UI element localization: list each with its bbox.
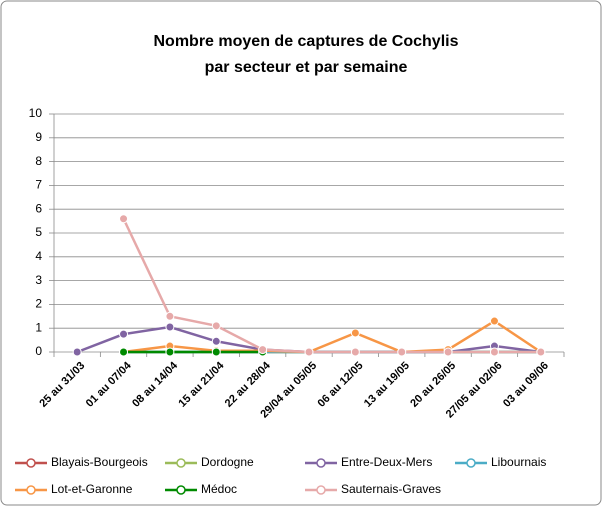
chart-title: Nombre moyen de captures de Cochylis <box>154 33 459 50</box>
data-point <box>119 329 129 339</box>
data-point <box>165 322 175 332</box>
legend-label: Lot-et-Garonne <box>51 482 133 496</box>
series-line <box>123 319 542 354</box>
legend-marker <box>176 458 186 468</box>
y-tick-label: 5 <box>35 225 42 239</box>
y-tick-label: 4 <box>35 249 42 263</box>
data-point <box>211 347 221 357</box>
data-point <box>489 347 499 357</box>
legend-label: Dordogne <box>201 455 254 469</box>
y-tick-label: 7 <box>35 178 42 192</box>
legend-label: Médoc <box>201 482 237 496</box>
data-point <box>536 347 546 357</box>
y-tick-label: 10 <box>29 106 43 120</box>
data-point <box>211 321 221 331</box>
data-point <box>489 316 499 326</box>
data-point <box>165 347 175 357</box>
series-line <box>122 218 541 354</box>
legend-marker <box>316 458 326 468</box>
legend-marker <box>466 458 476 468</box>
data-point <box>397 347 407 357</box>
data-point <box>304 347 314 357</box>
legend-label: Sauternais-Graves <box>341 482 441 496</box>
y-tick-label: 0 <box>35 344 42 358</box>
y-tick-label: 1 <box>35 320 42 334</box>
data-point <box>211 336 221 346</box>
data-point <box>72 347 82 357</box>
y-tick-label: 2 <box>35 297 42 311</box>
legend-marker <box>316 485 326 495</box>
legend-marker <box>26 458 36 468</box>
chart-title: par secteur et par semaine <box>205 59 408 76</box>
legend-label: Libournais <box>491 455 546 469</box>
legend-label: Blayais-Bourgeois <box>51 455 148 469</box>
data-point <box>258 345 268 355</box>
data-point <box>443 347 453 357</box>
legend-marker <box>176 485 186 495</box>
data-point <box>350 347 360 357</box>
y-tick-label: 6 <box>35 201 42 215</box>
data-point <box>350 328 360 338</box>
data-point <box>165 311 175 321</box>
y-tick-label: 3 <box>35 273 42 287</box>
data-point <box>119 214 129 224</box>
y-tick-label: 9 <box>35 130 42 144</box>
data-point <box>119 347 129 357</box>
legend-label: Entre-Deux-Mers <box>341 455 432 469</box>
legend-marker <box>26 485 36 495</box>
y-tick-label: 8 <box>35 154 42 168</box>
